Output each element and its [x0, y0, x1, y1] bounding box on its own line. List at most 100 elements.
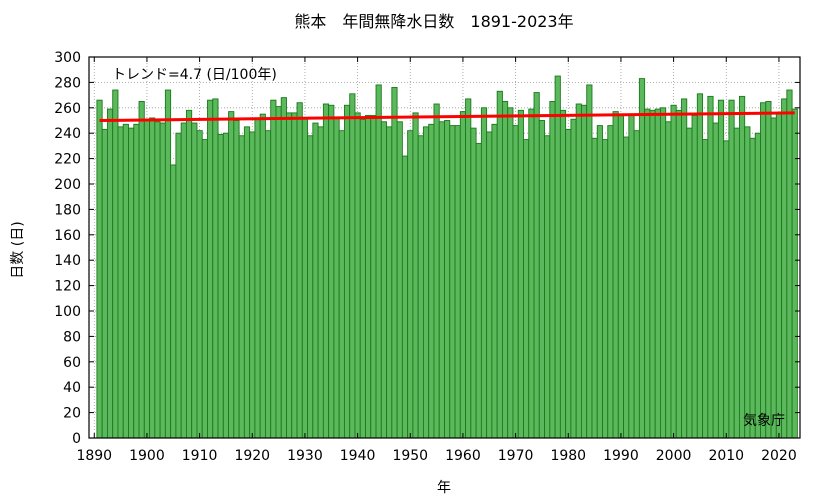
bar-1900 [143, 118, 151, 439]
bar-1995 [644, 108, 651, 439]
bar-1904 [164, 89, 172, 439]
y-axis-ticks: 0 20 40 60 80 100 120 140 160 180 200 220 240 260 280 3… [54, 50, 800, 447]
bar-2018 [765, 100, 772, 439]
bar-1901 [149, 117, 156, 439]
bar-1892 [101, 128, 108, 439]
bar-1924 [270, 99, 277, 439]
bar-1956 [438, 121, 445, 439]
bar-1932 [312, 122, 319, 439]
bar-1919 [243, 126, 251, 439]
bar-1968 [501, 100, 509, 439]
bar-2008 [712, 122, 719, 439]
bar-1996 [649, 109, 656, 439]
bar-1986 [596, 125, 603, 439]
bar-1915 [222, 132, 230, 439]
bar-1934 [322, 103, 330, 439]
y-tick-label: 160 [54, 228, 81, 244]
bar-1930 [301, 117, 309, 439]
bar-1964 [480, 107, 488, 439]
x-tick-label: 2020 [761, 448, 797, 464]
y-axis-label: 日数 (日) [10, 221, 26, 278]
bar-1987 [602, 139, 609, 439]
bar-2007 [707, 95, 714, 439]
bar-1965 [486, 131, 493, 439]
bar-1955 [433, 103, 440, 439]
bar-1994 [638, 78, 646, 439]
y-tick-label: 260 [54, 101, 81, 117]
bar-1928 [291, 112, 298, 439]
bar-1943 [370, 114, 377, 439]
bar-1896 [122, 123, 129, 439]
bar-2003 [686, 127, 693, 439]
bar-1951 [412, 112, 419, 439]
bar-2012 [733, 127, 740, 439]
bar-2020 [775, 112, 783, 439]
bar-1899 [138, 100, 145, 439]
bar-1922 [259, 113, 266, 439]
y-tick-label: 220 [54, 152, 81, 168]
bar-2004 [691, 114, 698, 439]
bar-1998 [659, 107, 667, 439]
bar-1905 [170, 164, 177, 439]
bar-1954 [428, 123, 435, 439]
y-tick-label: 40 [63, 380, 81, 396]
bar-1980 [565, 128, 572, 439]
bar-1923 [264, 130, 272, 439]
bar-1958 [449, 125, 456, 439]
bar-1913 [212, 98, 219, 439]
bar-1917 [233, 120, 240, 439]
x-tick-label: 1910 [182, 448, 218, 464]
bar-1944 [375, 84, 382, 439]
bar-1978 [554, 75, 561, 439]
bar-1972 [523, 139, 530, 439]
x-tick-label: 2010 [708, 448, 744, 464]
x-tick-label: 1950 [392, 448, 428, 464]
x-tick-label: 1900 [129, 448, 165, 464]
bar-1988 [607, 125, 614, 439]
bar-1897 [128, 127, 135, 439]
x-tick-label: 1920 [234, 448, 270, 464]
bar-1977 [549, 100, 556, 439]
bar-1962 [470, 127, 477, 439]
bar-1989 [612, 111, 619, 439]
bar-1985 [591, 137, 598, 439]
bar-1902 [154, 121, 161, 439]
bar-1895 [117, 126, 124, 439]
bar-1912 [207, 99, 214, 439]
y-tick-label: 140 [54, 253, 81, 269]
trend-label: トレンド=4.7 (日/100年) [112, 67, 277, 83]
bar-1920 [249, 131, 256, 439]
bar-1999 [665, 121, 672, 439]
bar-1969 [507, 107, 514, 439]
y-tick-label: 100 [54, 304, 81, 320]
bar-1967 [496, 90, 503, 439]
bar-1982 [575, 103, 582, 439]
bar-1997 [654, 108, 661, 439]
bar-1949 [401, 155, 409, 439]
x-tick-label: 1970 [498, 448, 534, 464]
chart-title: 熊本 年間無降水日数 1891-2023年 [294, 12, 573, 31]
bar-1914 [217, 134, 224, 439]
bar-1898 [133, 123, 140, 439]
bar-1979 [559, 109, 567, 439]
bar-1903 [159, 122, 166, 439]
bar-1906 [175, 132, 182, 439]
bar-1963 [475, 142, 482, 439]
bar-2000 [670, 104, 677, 439]
bar-2002 [681, 98, 688, 439]
bar-2021 [781, 98, 788, 439]
y-tick-label: 120 [54, 279, 81, 295]
bar-1893 [106, 108, 114, 439]
trend-line [99, 111, 795, 122]
x-tick-label: 1990 [603, 448, 639, 464]
y-tick-label: 280 [54, 75, 81, 91]
bar-1981 [570, 118, 577, 439]
bar-2011 [728, 99, 735, 439]
x-tick-label: 2000 [656, 448, 692, 464]
bar-1941 [359, 118, 366, 439]
bar-1929 [296, 102, 303, 439]
bar-1990 [617, 113, 625, 439]
bar-1925 [275, 106, 282, 439]
x-axis-ticks: 1890 1900 1910 1920 1930 1940 1950 1960 1970 1980… [76, 57, 797, 464]
